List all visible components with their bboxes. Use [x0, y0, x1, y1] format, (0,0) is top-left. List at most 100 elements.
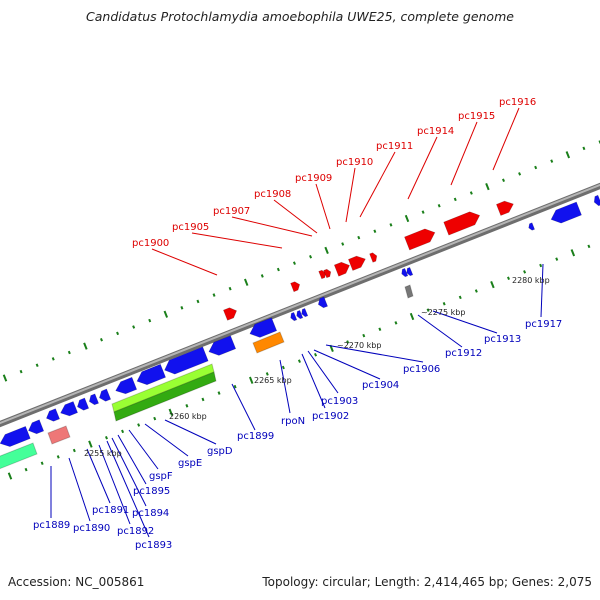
tick-mark: [582, 146, 586, 151]
gene-label-pc1913[interactable]: pc1913: [484, 334, 521, 345]
reverse-gene-arrow: [0, 426, 31, 447]
reverse-leader-line: [68, 457, 91, 522]
tick-mark: [88, 440, 93, 448]
tick-mark: [314, 353, 318, 357]
gene-label-pc1900[interactable]: pc1900: [132, 238, 169, 249]
reverse-leader-line: [98, 444, 131, 525]
tick-mark: [292, 261, 296, 265]
ruler-mark-2270: ~2270 kbp: [337, 341, 381, 350]
forward-gene-arrow: [223, 307, 237, 321]
tick-mark: [7, 472, 13, 480]
ruler-mark-2260: 2260 kbp: [169, 412, 207, 421]
tick-mark: [437, 203, 441, 208]
tick-mark: [523, 270, 527, 274]
gene-label-pc1894[interactable]: pc1894: [132, 508, 169, 519]
tick-mark: [357, 235, 361, 240]
tick-mark: [409, 312, 415, 321]
reverse-gene-arrow: [164, 346, 209, 375]
gene-label-pc1912[interactable]: pc1912: [445, 348, 482, 359]
accession-text: Accession: NC_005861: [8, 575, 145, 589]
gene-label-pc1911[interactable]: pc1911: [376, 141, 413, 152]
reverse-gene-arrow: [301, 308, 309, 318]
tick-mark: [40, 461, 44, 466]
tick-mark: [421, 210, 425, 214]
forward-leader-line: [407, 136, 438, 200]
map-title: Candidatus Protochlamydia amoebophila UW…: [86, 9, 514, 24]
forward-leader-line: [345, 167, 356, 223]
tick-mark: [534, 165, 538, 170]
ruler-mark-2275: ~2275 kbp: [421, 308, 465, 317]
gene-label-pc1907[interactable]: pc1907: [213, 206, 250, 217]
tick-mark: [148, 318, 152, 323]
reverse-gene-arrow: [528, 222, 535, 231]
tick-mark: [132, 325, 136, 329]
forward-gene-arrow: [369, 252, 378, 263]
gene-label-pc1890[interactable]: pc1890: [73, 523, 110, 534]
tick-mark: [458, 295, 462, 300]
gene-label-gspE[interactable]: gspE: [178, 458, 202, 469]
grey-feature: [404, 284, 414, 299]
tick-mark: [539, 263, 543, 268]
gene-label-pc1916[interactable]: pc1916: [499, 97, 536, 108]
gene-features: [0, 194, 600, 470]
reverse-leader-line: [301, 353, 326, 409]
pseudo-gene-feature: [47, 425, 71, 445]
tick-mark: [121, 429, 125, 434]
reverse-leader-line: [111, 437, 147, 507]
reverse-leader-line: [117, 434, 147, 485]
genome-backbone: [0, 182, 600, 428]
reverse-gene-arrow: [46, 408, 60, 422]
gene-label-pc1891[interactable]: pc1891: [92, 505, 129, 516]
tick-mark: [67, 350, 71, 355]
gene-label-pc1903[interactable]: pc1903: [321, 396, 358, 407]
gene-label-pc1895[interactable]: pc1895: [133, 486, 170, 497]
gene-label-pc1902[interactable]: pc1902: [312, 411, 349, 422]
reverse-gene-arrow: [208, 335, 237, 356]
gene-label-pc1915[interactable]: pc1915: [458, 111, 495, 122]
reverse-leader-line: [417, 314, 463, 348]
reverse-gene-arrow: [317, 296, 328, 309]
tick-mark: [507, 276, 510, 280]
gene-label-rpoN[interactable]: rpoN: [281, 416, 305, 427]
reverse-gene-arrow: [77, 397, 90, 411]
gene-label-pc1893[interactable]: pc1893: [135, 540, 172, 551]
tick-mark: [341, 242, 345, 246]
tick-mark: [201, 397, 205, 402]
gene-label-pc1892[interactable]: pc1892: [117, 526, 154, 537]
tick-mark: [51, 357, 55, 361]
gene-label-pc1889[interactable]: pc1889: [33, 520, 70, 531]
genome-summary-text: Topology: circular; Length: 2,414,465 bp…: [262, 575, 592, 589]
forward-gene-arrow: [348, 255, 366, 271]
forward-leader-line: [151, 248, 218, 276]
tick-mark: [217, 391, 221, 395]
forward-gene-arrow: [323, 268, 332, 279]
reverse-leader-line: [279, 359, 291, 414]
reverse-leader-line: [164, 419, 217, 445]
reverse-gene-arrow: [28, 419, 45, 435]
tick-mark: [180, 306, 184, 310]
gene-label-pc1905[interactable]: pc1905: [172, 222, 209, 233]
reverse-gene-arrow: [406, 267, 414, 277]
tick-mark: [2, 374, 8, 382]
gene-label-pc1914[interactable]: pc1914: [417, 126, 454, 137]
reverse-leader-line: [432, 310, 498, 334]
gene-label-pc1899[interactable]: pc1899: [237, 431, 274, 442]
tick-mark: [19, 369, 23, 374]
gene-label-pc1904[interactable]: pc1904: [362, 380, 399, 391]
gene-label-pc1909[interactable]: pc1909: [295, 173, 332, 184]
gsp-cluster-bar: [113, 371, 217, 422]
gene-label-pc1910[interactable]: pc1910: [336, 157, 373, 168]
gene-label-gspF[interactable]: gspF: [149, 471, 173, 482]
gene-label-gspD[interactable]: gspD: [207, 446, 233, 457]
tick-mark: [72, 448, 76, 453]
tick-mark: [309, 255, 313, 259]
tick-mark: [394, 321, 398, 325]
tick-mark: [24, 467, 28, 472]
other-gene-feature: [0, 442, 38, 470]
gene-label-pc1908[interactable]: pc1908: [254, 189, 291, 200]
tick-mark: [485, 182, 490, 191]
forward-leader-line: [359, 151, 396, 218]
gene-label-pc1906[interactable]: pc1906: [403, 364, 440, 375]
gene-label-pc1917[interactable]: pc1917: [525, 319, 562, 330]
tick-mark: [587, 244, 591, 249]
